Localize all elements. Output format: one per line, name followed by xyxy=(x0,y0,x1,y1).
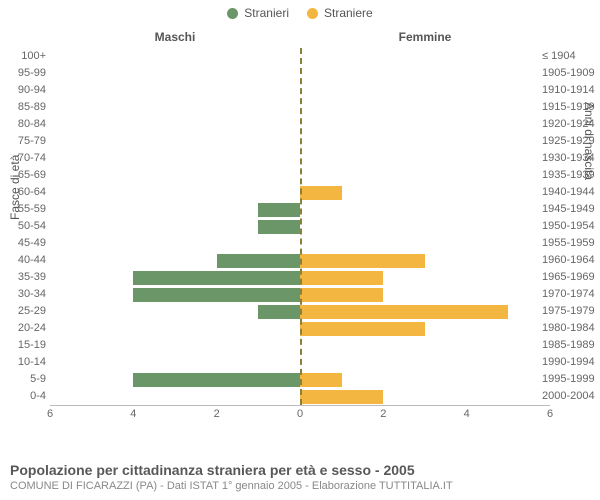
legend-label-female: Straniere xyxy=(324,6,373,20)
y-right-label: 1915-1919 xyxy=(542,99,600,116)
bar-female xyxy=(300,254,425,268)
y-left-label: 80-84 xyxy=(0,116,46,133)
y-right-label: 2000-2004 xyxy=(542,388,600,405)
y-left-label: 30-34 xyxy=(0,286,46,303)
y-right-label: 1955-1959 xyxy=(542,235,600,252)
x-axis-labels: 6 4 2 0 2 4 6 xyxy=(50,408,550,422)
footer-subtitle: COMUNE DI FICARAZZI (PA) - Dati ISTAT 1°… xyxy=(10,480,590,492)
y-left-label: 35-39 xyxy=(0,269,46,286)
y-right-label: 1945-1949 xyxy=(542,201,600,218)
col-title-male: Maschi xyxy=(50,30,300,44)
column-titles: Maschi Femmine xyxy=(50,30,550,48)
bar-female xyxy=(300,305,508,319)
x-tick: 6 xyxy=(47,408,53,420)
y-right-label: 1905-1909 xyxy=(542,65,600,82)
y-right-label: 1960-1964 xyxy=(542,252,600,269)
bar-male xyxy=(217,254,300,268)
y-right-label: 1975-1979 xyxy=(542,303,600,320)
y-left-label: 65-69 xyxy=(0,167,46,184)
y-right-label: 1980-1984 xyxy=(542,320,600,337)
y-left-label: 25-29 xyxy=(0,303,46,320)
y-left-label: 15-19 xyxy=(0,337,46,354)
y-left-label: 10-14 xyxy=(0,354,46,371)
y-right-label: 1965-1969 xyxy=(542,269,600,286)
bar-male xyxy=(133,288,300,302)
bar-male xyxy=(258,220,300,234)
x-tick: 2 xyxy=(380,408,386,420)
chart-area: Maschi Femmine xyxy=(50,30,550,430)
chart-legend: Stranieri Straniere xyxy=(0,0,600,20)
y-right-label: 1995-1999 xyxy=(542,371,600,388)
x-tick: 0 xyxy=(297,408,303,420)
legend-item-male: Stranieri xyxy=(227,6,289,20)
y-left-label: 50-54 xyxy=(0,218,46,235)
bar-male xyxy=(258,203,300,217)
bar-female xyxy=(300,288,383,302)
y-right-label: 1940-1944 xyxy=(542,184,600,201)
plot-region xyxy=(50,48,550,405)
y-right-label: 1930-1934 xyxy=(542,150,600,167)
y-left-label: 95-99 xyxy=(0,65,46,82)
y-right-label: 1970-1974 xyxy=(542,286,600,303)
y-left-label: 85-89 xyxy=(0,99,46,116)
col-title-female: Femmine xyxy=(300,30,550,44)
center-axis-line xyxy=(300,48,302,405)
y-right-label: 1925-1929 xyxy=(542,133,600,150)
y-left-label: 75-79 xyxy=(0,133,46,150)
bar-female xyxy=(300,390,383,404)
y-right-label: 1910-1914 xyxy=(542,82,600,99)
y-left-label: 5-9 xyxy=(0,371,46,388)
y-left-label: 45-49 xyxy=(0,235,46,252)
y-left-label: 70-74 xyxy=(0,150,46,167)
y-left-label: 60-64 xyxy=(0,184,46,201)
y-right-label: 1920-1924 xyxy=(542,116,600,133)
bar-male xyxy=(133,373,300,387)
y-left-label: 90-94 xyxy=(0,82,46,99)
y-right-label: ≤ 1904 xyxy=(542,48,600,65)
x-axis-line xyxy=(50,405,550,406)
y-left-label: 100+ xyxy=(0,48,46,65)
legend-label-male: Stranieri xyxy=(244,6,289,20)
bar-male xyxy=(258,305,300,319)
x-tick: 4 xyxy=(130,408,136,420)
y-right-label: 1985-1989 xyxy=(542,337,600,354)
y-right-label: 1935-1939 xyxy=(542,167,600,184)
legend-swatch-female xyxy=(307,8,318,19)
chart-footer: Popolazione per cittadinanza straniera p… xyxy=(10,462,590,492)
y-right-label: 1990-1994 xyxy=(542,354,600,371)
legend-swatch-male xyxy=(227,8,238,19)
x-tick: 6 xyxy=(547,408,553,420)
bar-male xyxy=(133,271,300,285)
footer-title: Popolazione per cittadinanza straniera p… xyxy=(10,462,590,478)
y-left-label: 0-4 xyxy=(0,388,46,405)
y-right-label: 1950-1954 xyxy=(542,218,600,235)
y-left-label: 20-24 xyxy=(0,320,46,337)
bar-female xyxy=(300,186,342,200)
bar-female xyxy=(300,322,425,336)
bar-female xyxy=(300,373,342,387)
bar-female xyxy=(300,271,383,285)
legend-item-female: Straniere xyxy=(307,6,373,20)
y-left-label: 40-44 xyxy=(0,252,46,269)
x-tick: 2 xyxy=(214,408,220,420)
x-tick: 4 xyxy=(464,408,470,420)
y-left-label: 55-59 xyxy=(0,201,46,218)
